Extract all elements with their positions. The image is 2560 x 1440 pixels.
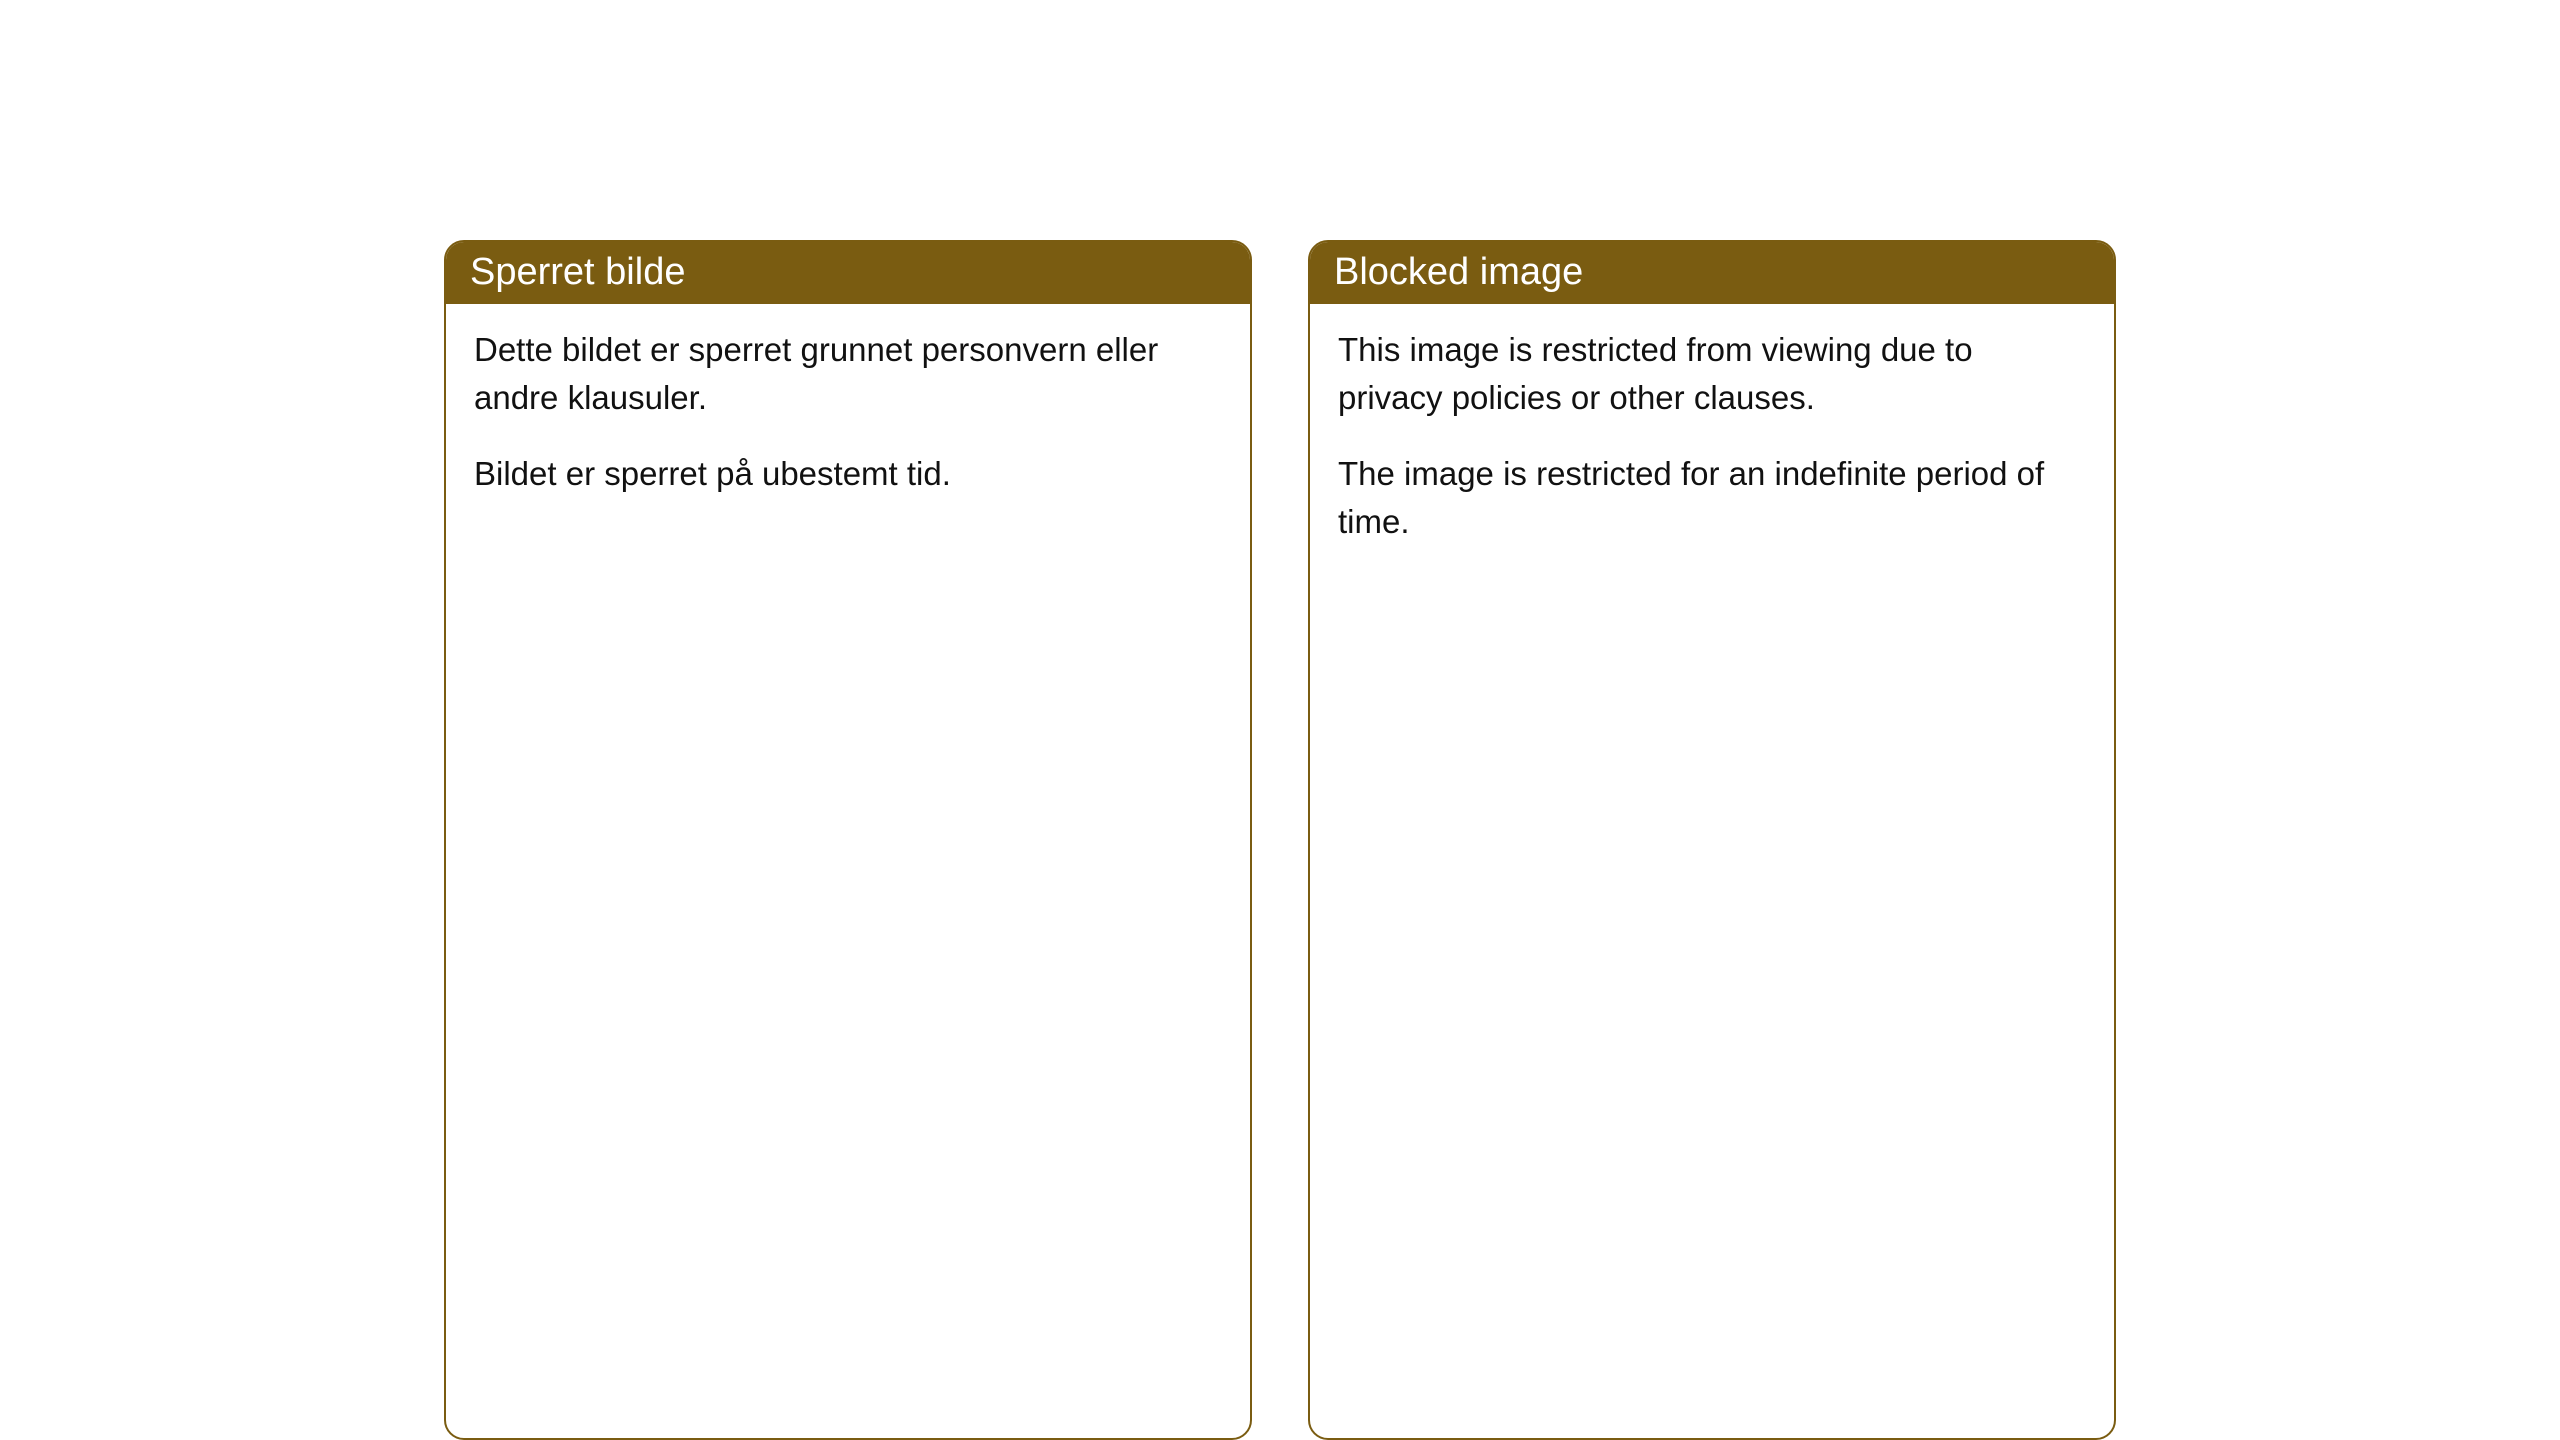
cards-container: Sperret bilde Dette bildet er sperret gr… (444, 240, 2116, 1440)
card-text-english-1: This image is restricted from viewing du… (1338, 326, 2086, 422)
card-english: Blocked image This image is restricted f… (1308, 240, 2116, 1440)
card-norwegian: Sperret bilde Dette bildet er sperret gr… (444, 240, 1252, 1440)
card-text-english-2: The image is restricted for an indefinit… (1338, 450, 2086, 546)
card-body-english: This image is restricted from viewing du… (1310, 304, 2114, 581)
card-body-norwegian: Dette bildet er sperret grunnet personve… (446, 304, 1250, 534)
card-text-norwegian-1: Dette bildet er sperret grunnet personve… (474, 326, 1222, 422)
card-header-norwegian: Sperret bilde (446, 242, 1250, 304)
card-text-norwegian-2: Bildet er sperret på ubestemt tid. (474, 450, 1222, 498)
card-header-english: Blocked image (1310, 242, 2114, 304)
